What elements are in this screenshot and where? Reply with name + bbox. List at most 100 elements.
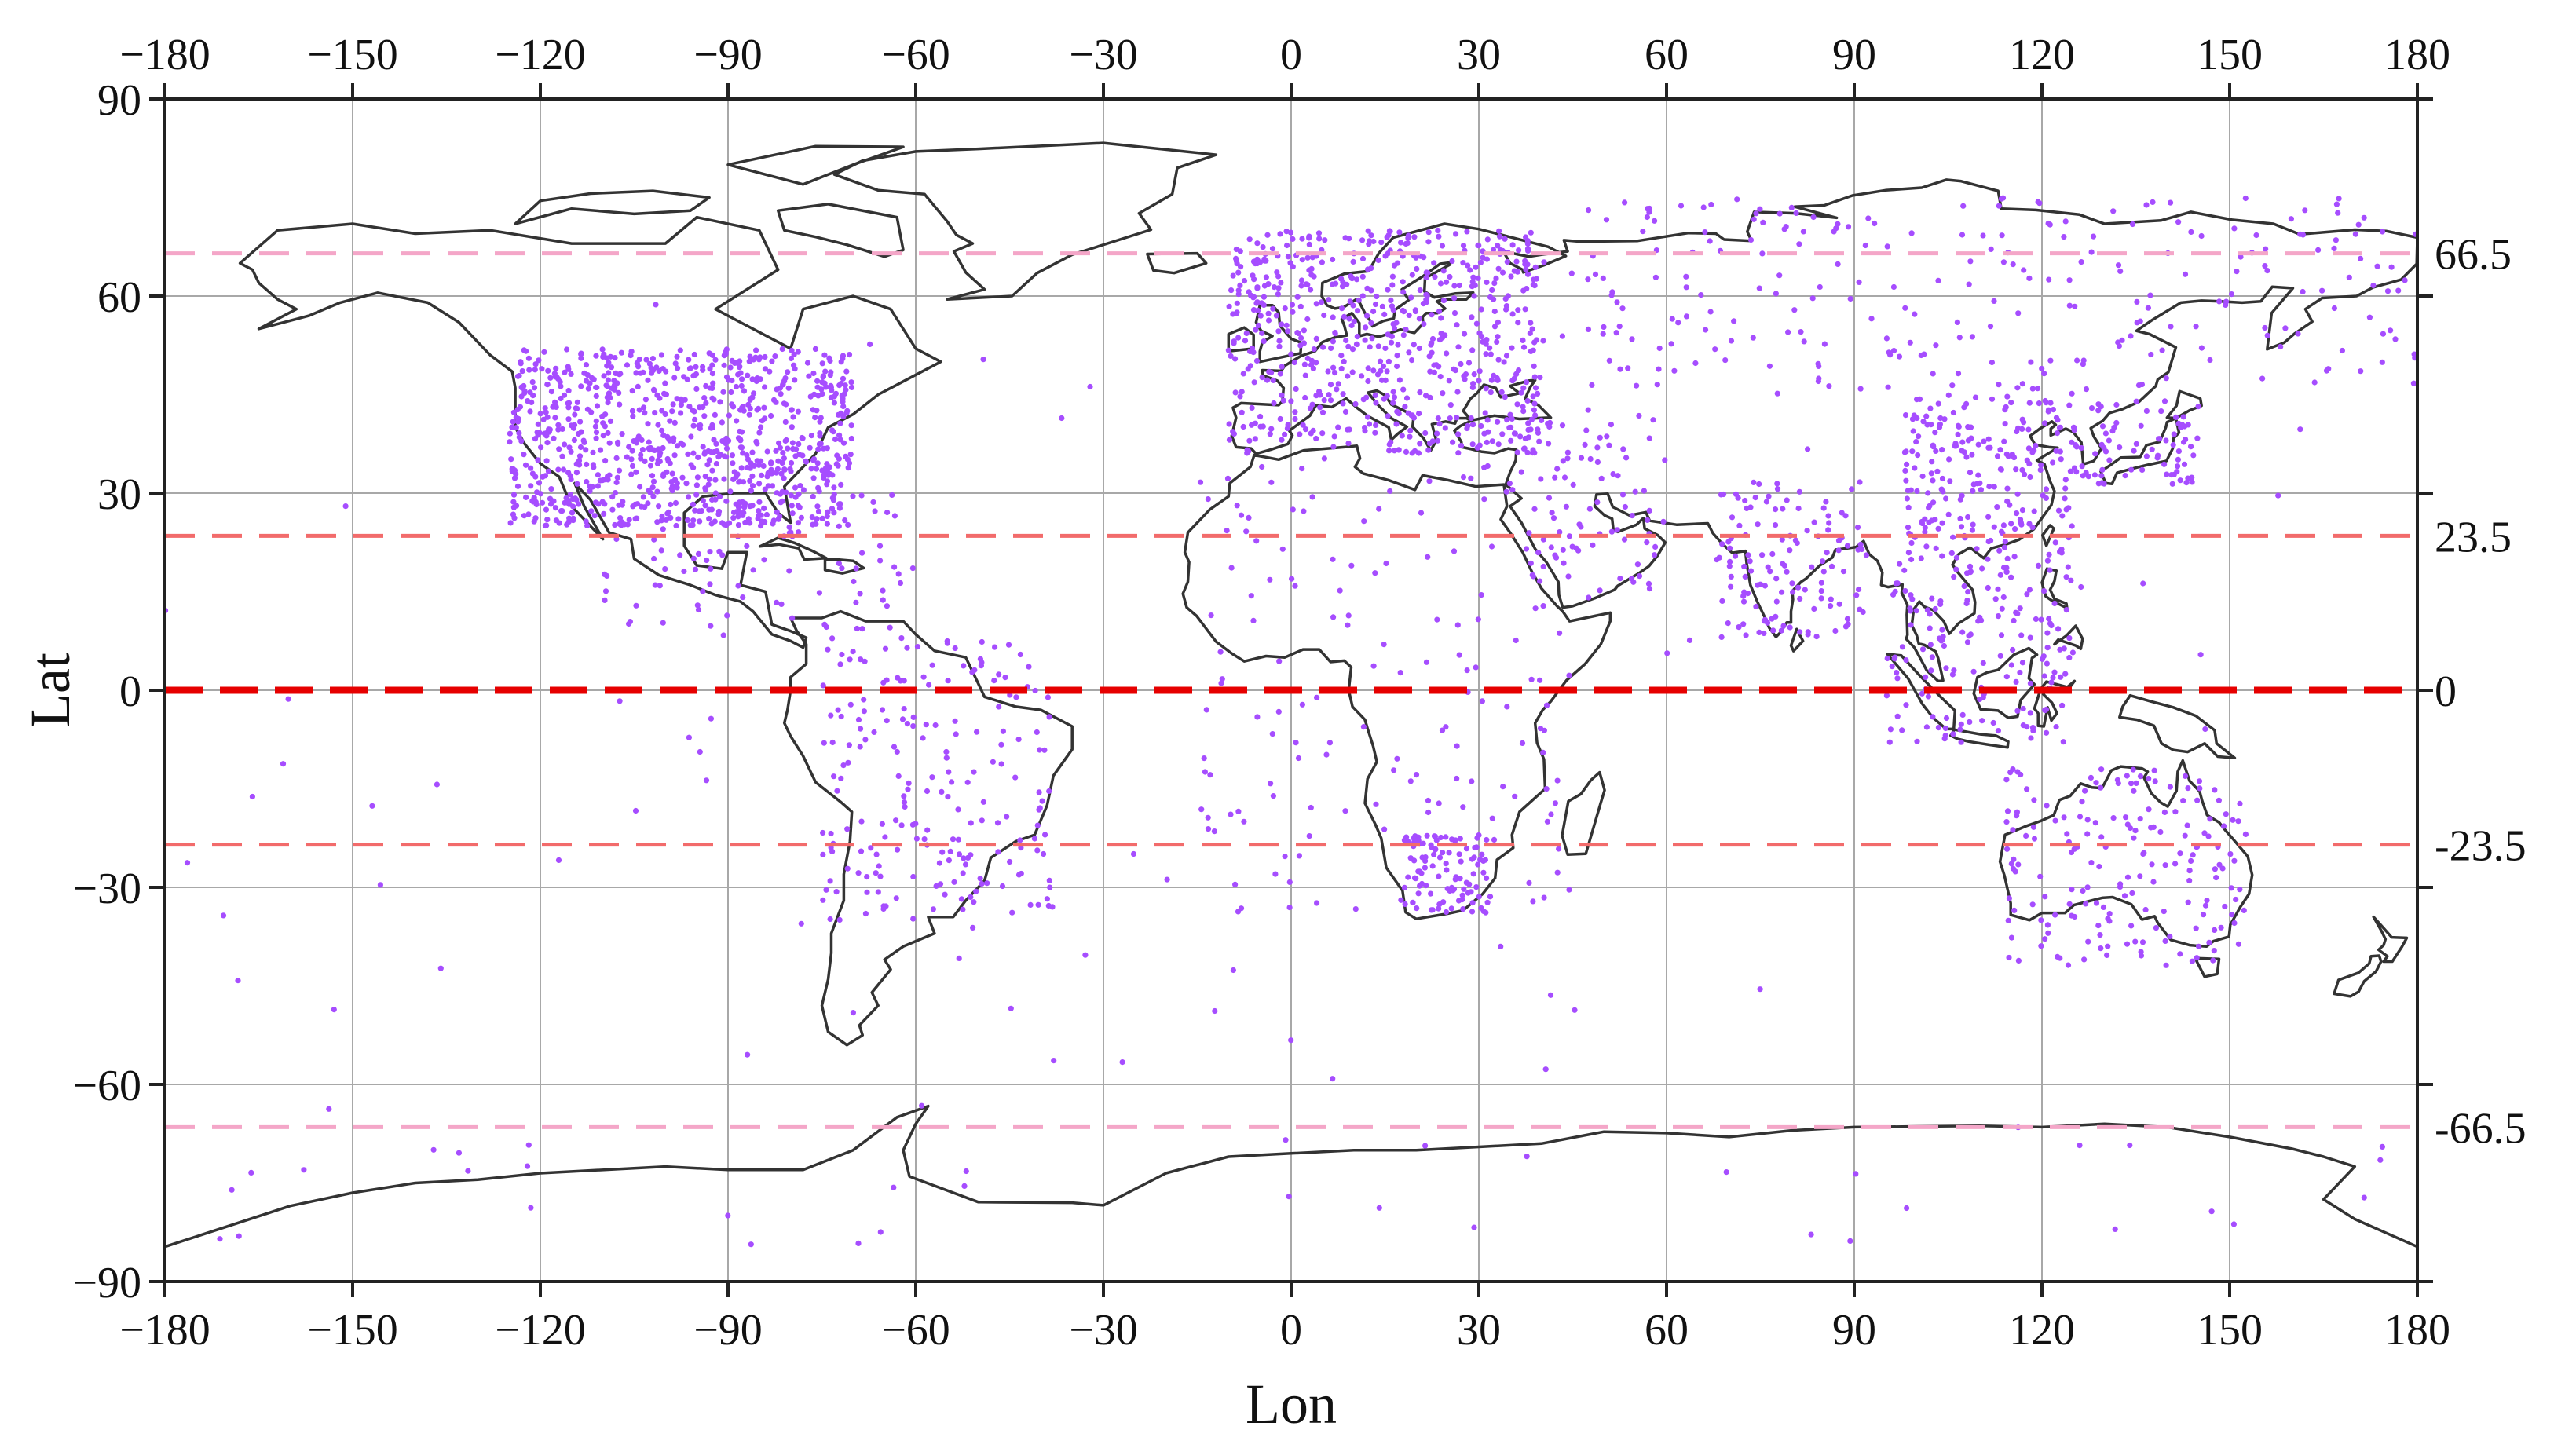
station-point [800,452,806,459]
station-point [664,510,671,517]
station-point [545,468,552,474]
station-point [1546,495,1553,501]
station-point [1662,457,1668,463]
station-point [2085,938,2091,945]
station-point [1835,221,1841,227]
station-point [1884,655,1890,662]
station-point [1501,359,1507,365]
station-point [1770,627,1776,634]
station-point [819,360,825,367]
station-point [685,451,691,458]
station-point [1364,285,1370,291]
station-point [1708,201,1714,208]
station-point [1549,510,1555,516]
station-point [1958,524,1965,530]
station-point [861,708,867,715]
station-point [721,362,727,368]
station-point [602,571,608,578]
station-point [2189,479,2195,485]
station-point [1425,229,1432,236]
station-point [1943,495,1949,502]
station-point [1413,772,1420,778]
station-point [2097,932,2103,938]
station-point [602,458,609,464]
station-point [1552,800,1558,806]
station-point [2234,269,2240,275]
station-point [2346,274,2352,280]
station-point [562,369,568,375]
station-point [1935,277,1941,283]
station-point [1563,503,1569,510]
station-point [1903,657,1909,664]
station-point [1531,400,1538,407]
station-point [872,508,878,514]
station-point [706,516,712,522]
station-point [2115,780,2121,787]
station-point [800,487,807,493]
station-point [809,514,815,521]
station-point [1458,360,1464,367]
station-point [1396,377,1403,383]
station-point [2138,949,2144,955]
station-point [1922,525,1928,531]
station-point [2143,202,2150,208]
station-point [2062,477,2069,483]
station-point [955,806,961,813]
station-point [1225,347,1231,353]
station-point [1522,435,1528,442]
x-tick-label: −120 [495,1306,586,1355]
station-point [657,583,663,589]
station-point [1925,693,1931,700]
station-point [326,1106,332,1112]
station-point [1338,353,1345,359]
station-point [709,467,715,474]
station-point [787,466,793,472]
station-point [1614,299,1620,305]
station-point [2004,393,2011,400]
station-point [713,441,719,447]
station-point [812,346,818,352]
station-point [2098,766,2105,773]
station-point [789,510,796,517]
station-point [2084,884,2091,890]
station-point [2059,702,2066,709]
station-point [817,419,823,425]
station-point [1288,398,1294,404]
station-point [1388,439,1394,445]
station-point [1452,876,1458,883]
station-point [1890,348,1897,354]
station-point [1261,294,1267,300]
station-point [712,490,719,496]
station-point [551,371,558,377]
station-point [1978,487,1984,493]
station-point [1469,283,1475,290]
station-point [1444,350,1450,357]
station-point [1460,474,1467,481]
station-point [553,365,559,371]
station-point [1495,265,1502,272]
station-point [1923,674,1929,681]
station-point [1585,407,1591,413]
station-point [1423,291,1429,298]
station-point [1238,905,1245,912]
station-point [1303,281,1309,287]
reference-line-label: 0 [2435,667,2457,716]
station-point [629,408,636,415]
station-point [2161,461,2168,467]
station-point [1959,711,1966,719]
station-point [708,623,714,629]
station-point [2175,463,2181,470]
station-point [2095,923,2102,929]
station-point [838,481,844,488]
station-point [1423,269,1429,276]
station-point [667,418,673,424]
station-point [1442,425,1448,431]
station-point [781,455,788,462]
station-point [1367,344,1373,350]
station-point [1742,573,1748,580]
station-point [647,463,654,469]
station-point [1967,563,1974,570]
x-tick-label-top: 120 [2009,31,2075,79]
station-point [1415,890,1422,897]
station-point [738,465,745,471]
